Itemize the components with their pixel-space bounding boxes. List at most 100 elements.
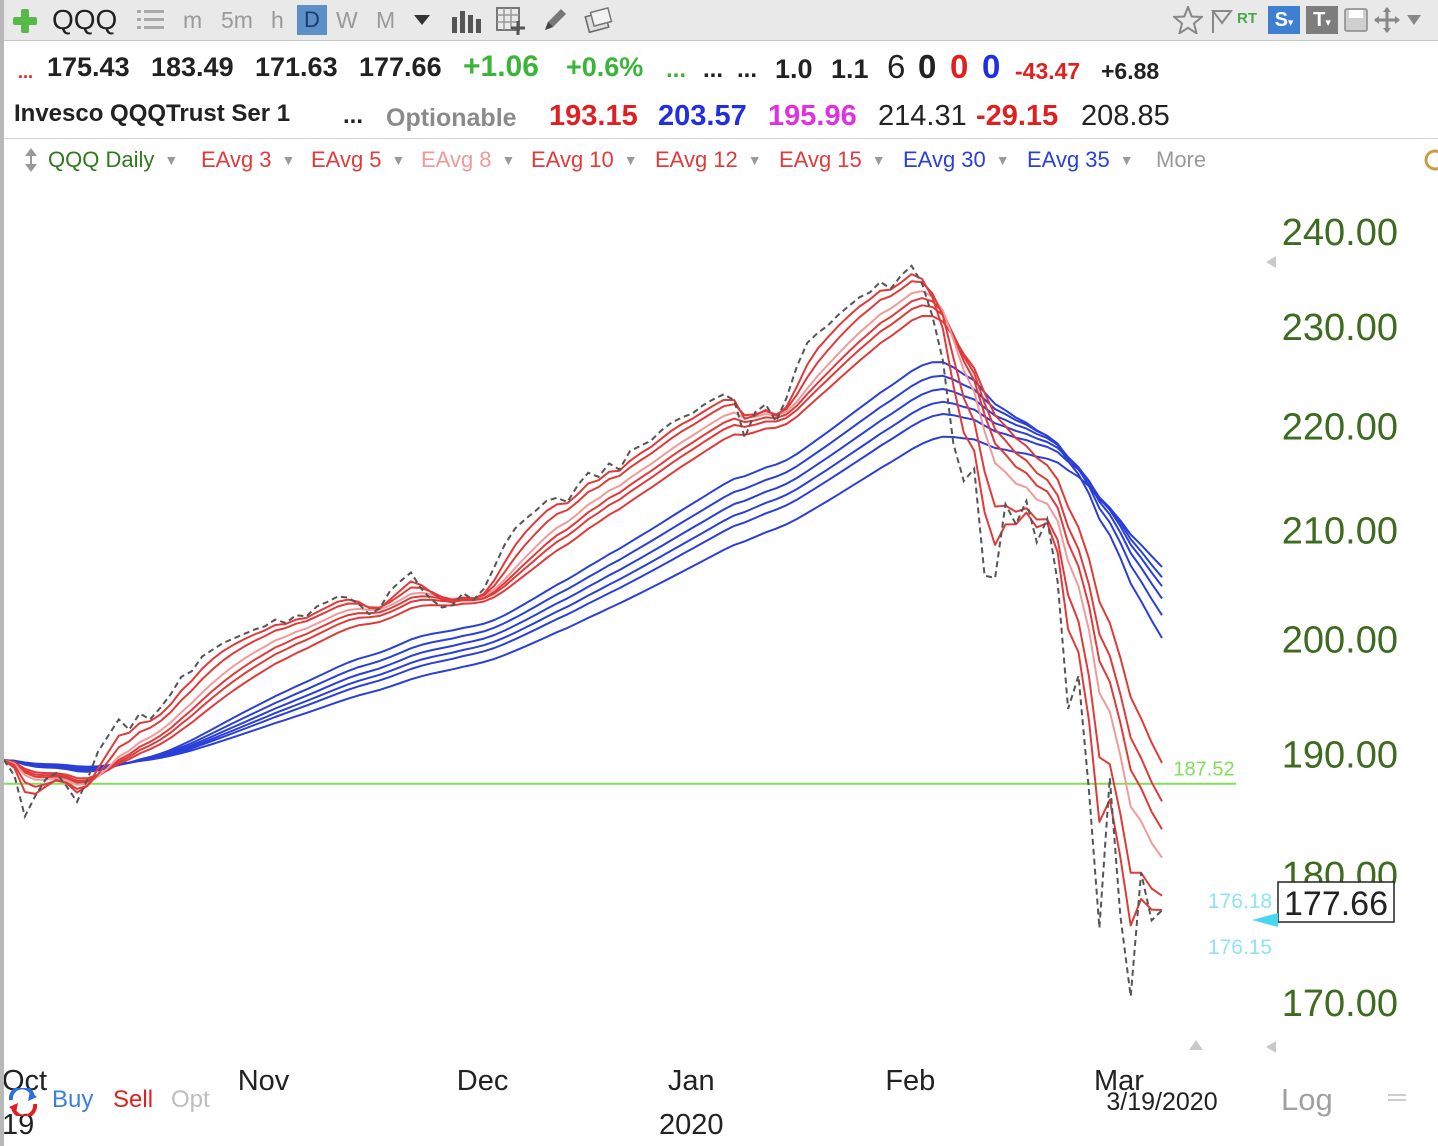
study-eavg-3[interactable]: EAvg 3 ▼: [201, 147, 295, 173]
buy-button[interactable]: Buy: [52, 1086, 94, 1113]
flag-icon[interactable]: [1210, 9, 1234, 33]
ema-line-30: [3, 361, 1163, 773]
price-series: [3, 264, 1163, 997]
log-scale-toggle[interactable]: Log: [1281, 1082, 1333, 1117]
study-eavg-12-label: EAvg 12: [655, 147, 738, 172]
interval-monthly[interactable]: M: [376, 7, 396, 33]
menu-lines-icon[interactable]: [1388, 1094, 1406, 1104]
move-icon[interactable]: [1374, 7, 1400, 33]
add-symbol-icon[interactable]: [12, 8, 38, 34]
t-button-label: T: [1313, 9, 1326, 31]
study-eavg-5-label: EAvg 5: [311, 147, 382, 172]
x-month-label: Nov: [238, 1065, 290, 1097]
buy-sell-toggle-icon[interactable]: [8, 1088, 38, 1116]
settings-icon[interactable]: [1424, 149, 1438, 171]
ema-line-50: [3, 413, 1163, 769]
interval-daily-button[interactable]: D: [297, 5, 327, 35]
info-row: Invesco QQQTrust Ser 1 ... Optionable 19…: [0, 96, 1438, 136]
interval-weekly[interactable]: W: [336, 7, 358, 33]
save-icon[interactable]: [1344, 8, 1368, 32]
price-markers: 177.66 176.18 176.15: [1208, 881, 1395, 959]
current-date-label: 3/19/2020: [1106, 1088, 1217, 1116]
x-year-label: 2020: [659, 1109, 724, 1141]
s-button[interactable]: S▾: [1268, 6, 1300, 34]
study-eavg-30-caret: ▼: [995, 152, 1010, 168]
quote-change-pct: +0.6%: [566, 52, 644, 82]
quote-low: 171.63: [255, 52, 338, 82]
quote-count-3: 0: [950, 48, 969, 85]
axis-arrow-icon[interactable]: [1266, 1041, 1276, 1053]
ema-line-3: [3, 273, 1163, 927]
real-time-label[interactable]: RT: [1237, 10, 1257, 27]
interval-hour[interactable]: h: [271, 7, 284, 33]
list-icon[interactable]: [137, 9, 165, 31]
layers-icon[interactable]: [584, 6, 614, 34]
sell-button[interactable]: Sell: [113, 1086, 154, 1113]
quote-value-1: 1.0: [775, 54, 813, 84]
study-eavg-35-label: EAvg 35: [1027, 147, 1110, 172]
cyan-arrow-icon: [1252, 913, 1278, 927]
t-button[interactable]: T▾: [1306, 6, 1338, 34]
more-studies-button[interactable]: More: [1156, 147, 1207, 172]
opt-button[interactable]: Opt: [171, 1086, 210, 1113]
study-main-label: QQQ Daily: [48, 147, 155, 172]
toolbar-chevron-down-icon[interactable]: [1407, 15, 1421, 25]
optionable-label: Optionable: [386, 104, 517, 132]
study-eavg-8[interactable]: EAvg 8 ▼: [421, 147, 515, 173]
y-tick-label: 170.00: [1282, 983, 1398, 1025]
quote-count-4: 0: [982, 48, 1001, 85]
study-main-caret: ▼: [164, 152, 179, 168]
study-eavg-8-label: EAvg 8: [421, 147, 492, 172]
s-button-label: S: [1274, 9, 1288, 31]
quote-value-2: 1.1: [831, 54, 869, 84]
updown-icon[interactable]: [24, 147, 38, 173]
bar-chart-icon[interactable]: [452, 9, 482, 33]
quote-high: 183.49: [151, 52, 234, 82]
study-eavg-5[interactable]: EAvg 5 ▼: [311, 147, 405, 173]
study-eavg-30[interactable]: EAvg 30 ▼: [903, 147, 1010, 173]
y-tick-label: 240.00: [1282, 212, 1398, 254]
chevron-down-icon[interactable]: [414, 15, 430, 25]
ema-line-10: [3, 297, 1163, 830]
pencil-icon[interactable]: [541, 6, 569, 34]
info-dots: ...: [343, 102, 364, 129]
axis-arrow-icon[interactable]: [1189, 1040, 1203, 1050]
quote-negative-value: -43.47: [1015, 58, 1081, 84]
quote-close: 177.66: [359, 52, 442, 82]
last-price-label: 177.66: [1284, 885, 1388, 923]
interval-minute[interactable]: m: [183, 7, 203, 33]
study-eavg-15[interactable]: EAvg 15 ▼: [779, 147, 886, 173]
quote-change: +1.06: [463, 50, 539, 83]
info-value-red-negative: -29.15: [976, 100, 1059, 132]
symbol-input[interactable]: QQQ: [52, 4, 118, 35]
moving-averages: [3, 273, 1163, 927]
x-month-label: Mar: [1094, 1065, 1144, 1097]
quote-count-2: 0: [918, 48, 937, 85]
x-month-label: Feb: [885, 1065, 935, 1097]
study-eavg-10[interactable]: EAvg 10 ▼: [531, 147, 638, 173]
study-eavg-35[interactable]: EAvg 35 ▼: [1027, 147, 1134, 173]
interval-5-minute[interactable]: 5m: [221, 7, 253, 33]
horizontal-line[interactable]: 187.52: [4, 759, 1236, 785]
study-eavg-10-caret: ▼: [623, 152, 638, 168]
quote-row: ... 175.43 183.49 171.63 177.66 +1.06 +0…: [0, 48, 1438, 92]
ema-line-40: [3, 388, 1163, 771]
study-eavg-15-label: EAvg 15: [779, 147, 862, 172]
study-main[interactable]: QQQ Daily ▼: [48, 147, 178, 173]
axis-arrow-icon[interactable]: [1266, 256, 1276, 268]
ema-line-15: [3, 315, 1163, 780]
study-eavg-15-caret: ▼: [871, 152, 886, 168]
x-month-label: Oct: [2, 1065, 47, 1097]
study-eavg-12[interactable]: EAvg 12 ▼: [655, 147, 762, 173]
study-eavg-30-label: EAvg 30: [903, 147, 986, 172]
ema-line-12: [3, 304, 1163, 802]
study-eavg-10-label: EAvg 10: [531, 147, 614, 172]
quote-dots-1: ...: [666, 56, 687, 83]
grid-add-icon[interactable]: [496, 7, 526, 35]
star-icon[interactable]: [1173, 6, 1203, 34]
price-line: [3, 264, 1163, 997]
window-border: [0, 0, 4, 1146]
